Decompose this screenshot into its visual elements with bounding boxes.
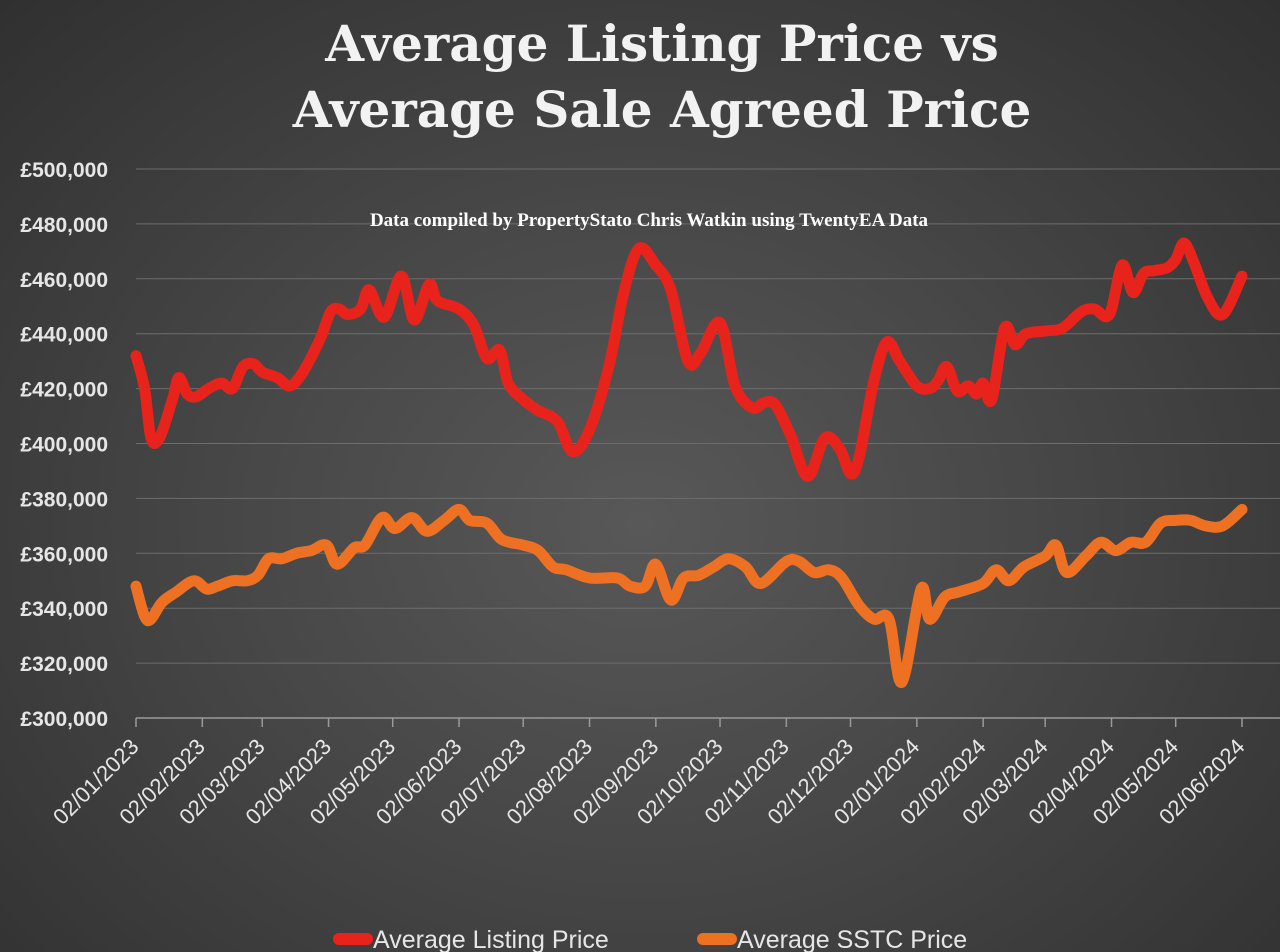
chart-title-line-1: Average Listing Price vs: [324, 14, 998, 73]
y-tick-label: £420,000: [20, 379, 108, 402]
series-lines: [130, 237, 1248, 688]
legend: Average Listing Price Average SSTC Price: [333, 926, 967, 952]
y-tick-label: £340,000: [20, 598, 108, 621]
chart-title-line-2: Average Sale Agreed Price: [292, 80, 1032, 139]
y-tick-label: £380,000: [20, 488, 108, 511]
series-line-average-listing-price: [130, 237, 1248, 482]
legend-label: Average Listing Price: [373, 926, 609, 952]
y-tick-label: £400,000: [20, 434, 108, 457]
data-source-note: Data compiled by PropertyStato Chris Wat…: [370, 210, 929, 231]
y-tick-label: £300,000: [20, 708, 108, 731]
y-tick-label: £440,000: [20, 324, 108, 347]
y-tick-label: £360,000: [20, 543, 108, 566]
legend-label: Average SSTC Price: [737, 926, 967, 952]
y-tick-label: £320,000: [20, 653, 108, 676]
y-tick-label: £500,000: [20, 159, 108, 182]
y-tick-label: £480,000: [20, 214, 108, 237]
y-axis: £300,000 £320,000 £340,000 £360,000 £380,000…: [20, 159, 108, 731]
x-axis: 02/01/202302/02/202302/03/202302/04/2023…: [48, 718, 1250, 829]
gridlines: [136, 168, 1280, 719]
series-line-average-sstc-price: [130, 503, 1248, 688]
y-tick-label: £460,000: [20, 269, 108, 292]
